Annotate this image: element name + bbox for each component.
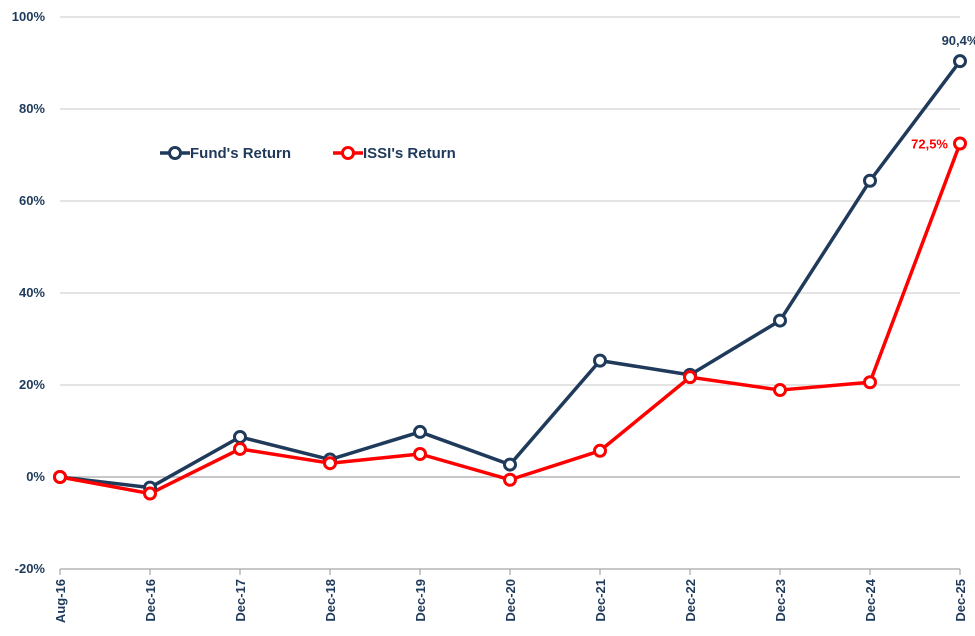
x-tick-label: Dec-20 xyxy=(503,579,518,622)
y-tick-label: 20% xyxy=(19,377,45,392)
data-point-series-1 xyxy=(53,470,67,484)
x-tick-label: Dec-25 xyxy=(953,579,968,622)
x-tick-label: Dec-16 xyxy=(143,579,158,622)
data-point-series-0 xyxy=(773,313,787,328)
x-tick-label: Dec-23 xyxy=(773,579,788,622)
data-point-series-1 xyxy=(503,472,517,487)
data-point-series-0 xyxy=(413,424,427,439)
data-point-series-1 xyxy=(143,486,157,501)
y-axis: -20% 0% 20% 40% 60% 80% 100% xyxy=(12,9,46,576)
data-label: 72,5% xyxy=(911,137,948,152)
data-point-series-0 xyxy=(503,457,517,472)
x-tick-label: Dec-21 xyxy=(593,579,608,622)
data-labels: 90,4% 72,5% xyxy=(911,33,975,151)
y-tick-label: -20% xyxy=(15,561,46,576)
data-label: 90,4% xyxy=(942,33,975,48)
y-tick-label: 80% xyxy=(19,101,45,116)
data-point-series-1 xyxy=(323,456,337,471)
series-line-0 xyxy=(59,60,962,490)
data-point-series-0 xyxy=(953,54,967,69)
data-point-series-1 xyxy=(233,441,247,456)
legend-marker-issi xyxy=(341,146,355,160)
data-point-series-1 xyxy=(683,370,697,385)
series-lines xyxy=(53,54,967,501)
x-tick-label: Aug-16 xyxy=(53,579,68,623)
x-axis: Aug-16 Dec-16 Dec-17 Dec-18 Dec-19 Dec-20 Dec-… xyxy=(53,568,968,623)
legend-label-issi: ISSI's Return xyxy=(363,145,456,162)
data-point-series-0 xyxy=(863,173,877,188)
data-point-series-1 xyxy=(593,443,607,458)
y-tick-label: 40% xyxy=(19,285,45,300)
data-point-series-1 xyxy=(413,447,427,461)
x-tick-label: Dec-22 xyxy=(683,579,698,622)
data-point-series-0 xyxy=(233,429,247,444)
legend-item-issi: ISSI's Return xyxy=(333,145,456,162)
data-point-series-1 xyxy=(773,383,787,398)
x-tick-label: Dec-17 xyxy=(233,579,248,622)
x-tick-label: Dec-24 xyxy=(863,578,878,621)
legend-marker-fund xyxy=(168,146,182,160)
legend-item-fund: Fund's Return xyxy=(160,145,291,162)
legend: Fund's Return ISSI's Return xyxy=(160,145,456,162)
x-tick-label: Dec-19 xyxy=(413,579,428,622)
y-tick-label: 100% xyxy=(12,9,46,24)
data-point-series-0 xyxy=(593,353,607,368)
x-tick-label: Dec-18 xyxy=(323,579,338,622)
y-tick-label: 0% xyxy=(26,469,45,484)
y-tick-label: 60% xyxy=(19,193,45,208)
series-line-1 xyxy=(59,142,962,496)
data-point-series-1 xyxy=(863,375,877,390)
data-point-series-1 xyxy=(953,136,967,151)
legend-label-fund: Fund's Return xyxy=(190,145,291,162)
